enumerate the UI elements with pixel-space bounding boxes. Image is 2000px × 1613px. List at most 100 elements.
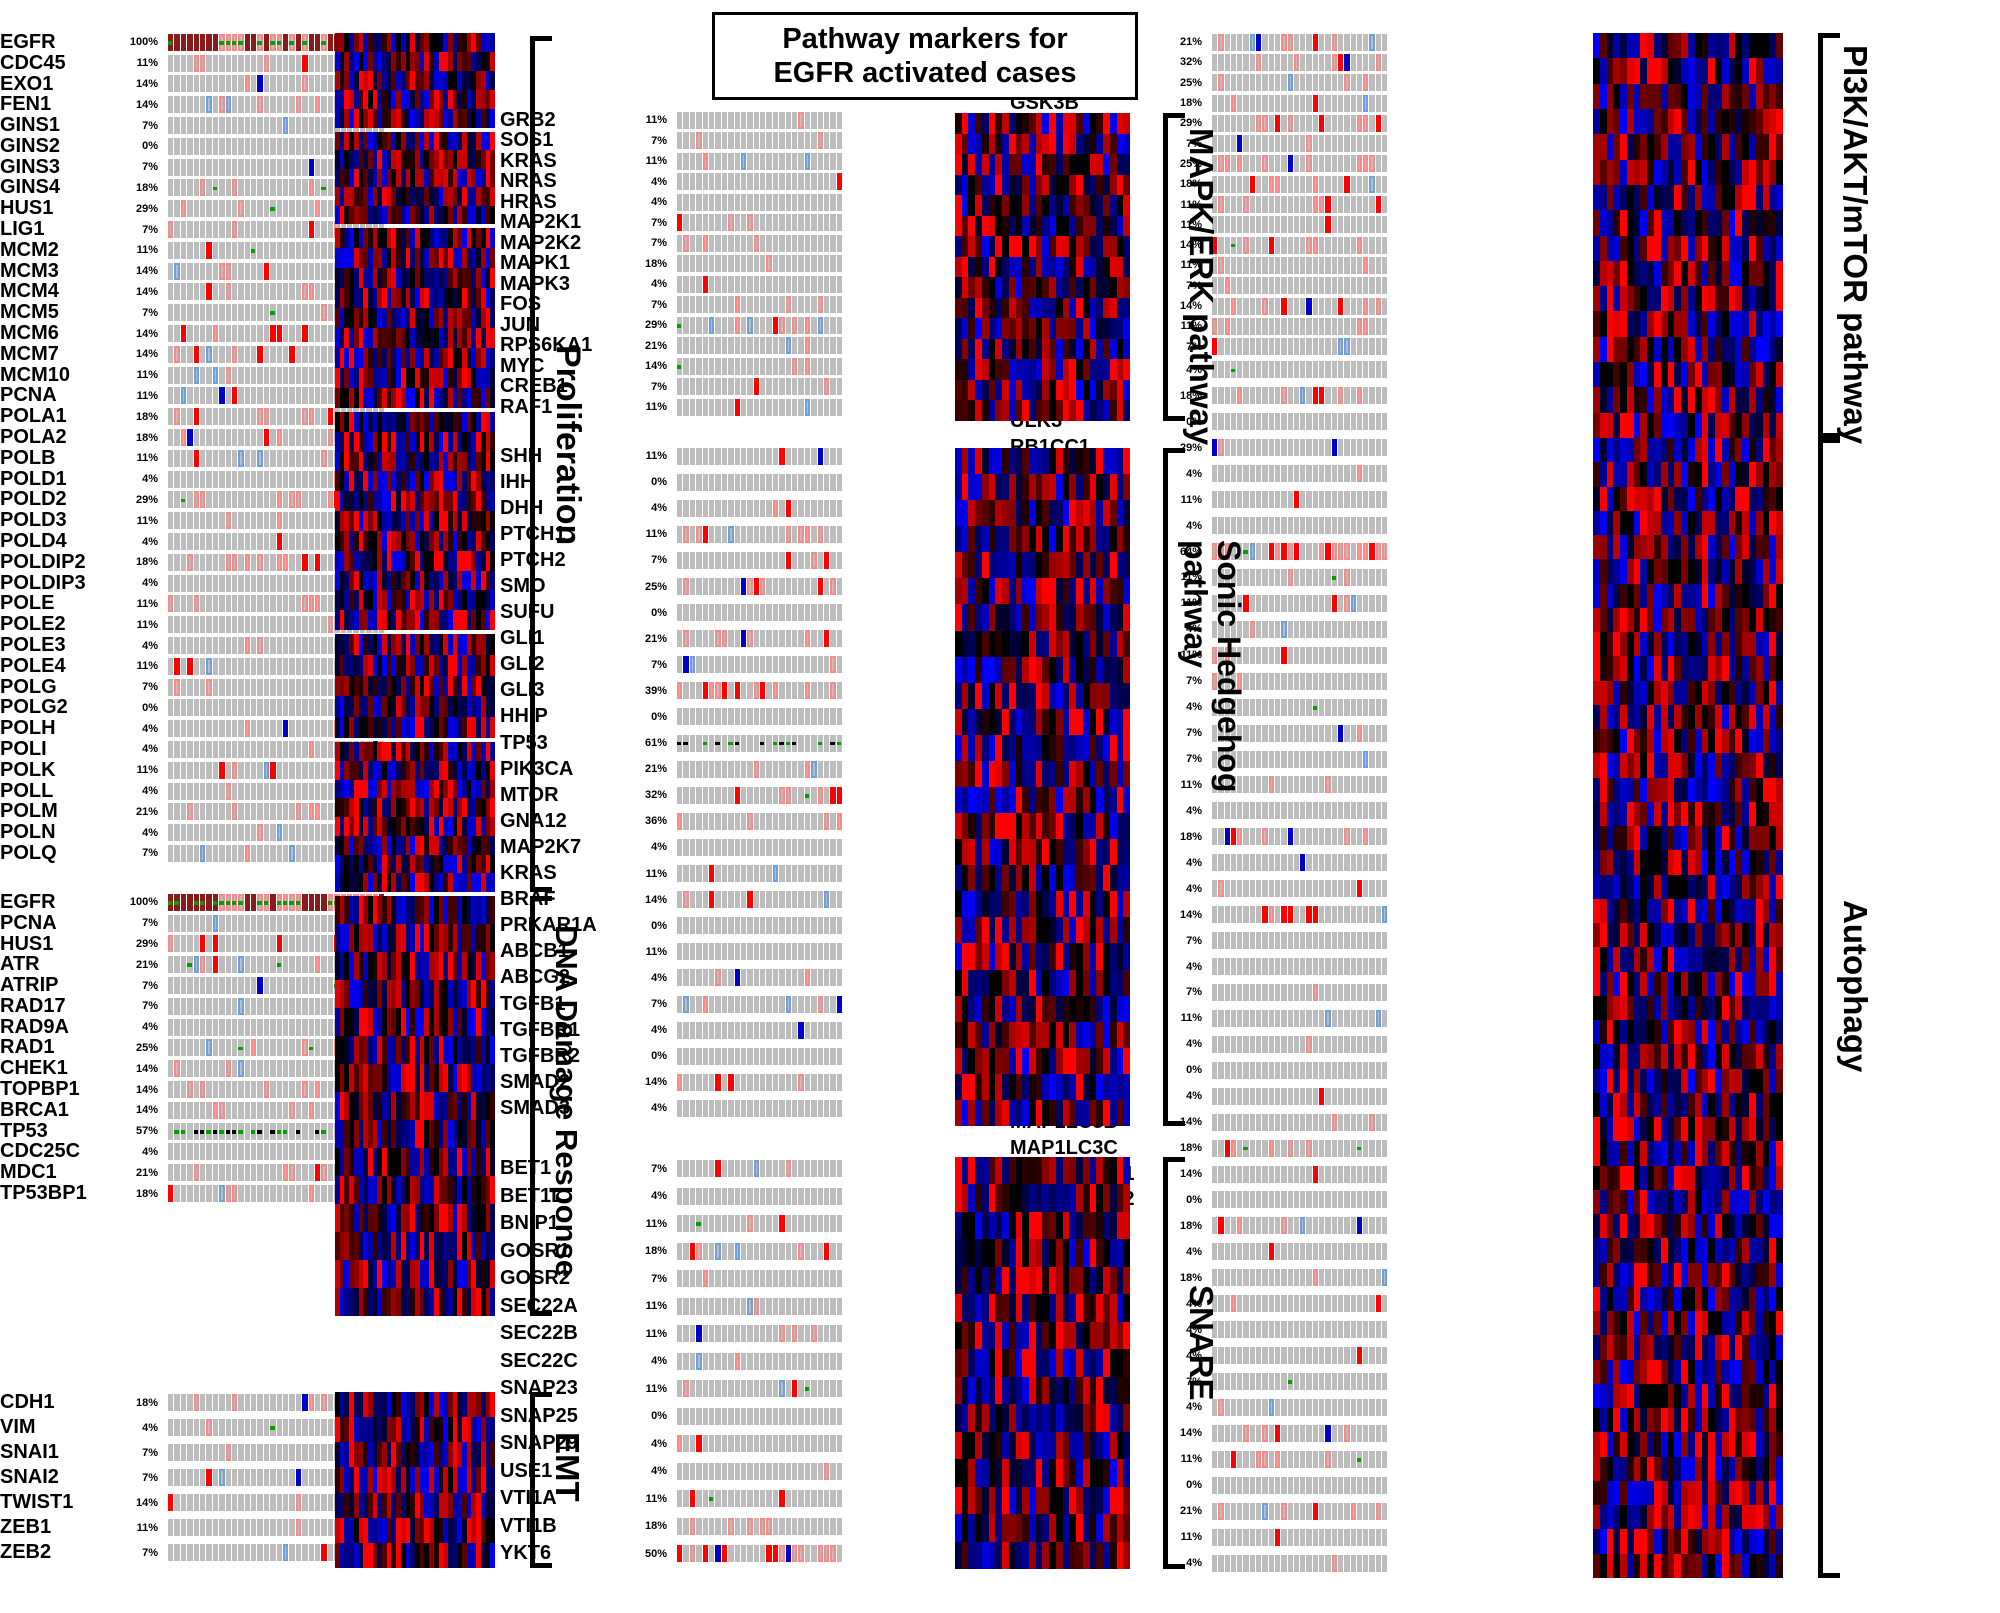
oncoprint-cell [206,893,212,911]
oncoprint-cell [244,1081,251,1099]
oncoprint-cell [308,844,314,862]
oncoprint-cell [193,1494,199,1511]
oncoprint-cell [212,429,219,447]
oncoprint-cell [708,152,715,170]
oncoprint-cell [225,429,231,447]
oncoprint-cell [257,1018,263,1036]
oncoprint-cell [302,241,308,259]
oncoprint-cell [721,969,728,987]
oncoprint-cell [302,179,308,197]
oncoprint-cell [740,708,747,726]
oncoprint-cell [689,316,696,334]
oncoprint-cell [760,1517,766,1535]
oncoprint-cell [1212,620,1218,638]
oncoprint-cell [219,720,225,738]
oncoprint-cell [270,304,276,322]
oncoprint-cell [1331,216,1337,234]
oncoprint-cell [1249,361,1256,379]
oncoprint-cell [289,117,295,135]
oncoprint-cell [321,1185,327,1203]
oncoprint-cell [199,1544,206,1561]
oncoprint-cell [779,1215,785,1233]
oncoprint-cell [823,398,830,416]
oncoprint-cell [715,111,721,129]
oncoprint-cell [206,512,212,530]
oncoprint-cell [696,1325,702,1343]
oncoprint-cell [830,473,836,491]
oncoprint-cell [689,1021,696,1039]
oncoprint-cell [193,1143,199,1161]
oncoprint-cell [314,1101,321,1119]
oncoprint-cell [677,296,683,314]
oncoprint-cell [168,1018,174,1036]
oncoprint-cell [263,470,270,488]
oncoprint-cell [1262,196,1268,214]
oncoprint-cell [721,1462,728,1480]
oncoprint-cell [295,956,302,974]
oncoprint-cell [728,193,734,211]
oncoprint-cell [302,1101,308,1119]
oncoprint-cell [193,241,199,259]
oncoprint-cell [715,357,721,375]
oncoprint-cell [225,241,231,259]
oncoprint-cell [1363,413,1369,431]
oncoprint-cell [830,1242,836,1260]
oncoprint-cell [321,158,327,176]
oncoprint-cell [766,255,772,273]
oncoprint-cell [734,838,740,856]
oncoprint-cell [225,977,231,995]
gene-row: POLD4 4% [0,530,385,552]
oncoprint-cell [1300,33,1306,51]
oncoprint-cell [257,241,263,259]
oncoprint-cell [327,1143,334,1161]
oncoprint-cell [728,1380,734,1398]
oncoprint-cell [206,997,212,1015]
oncoprint-cell [231,574,238,592]
oncoprint-cell [734,682,740,700]
oncoprint-cell [308,1419,314,1436]
oncoprint-cell [327,304,334,322]
oncoprint-cell [1369,439,1375,457]
oncoprint-track [677,917,843,935]
oncoprint-cell [1218,256,1224,274]
oncoprint-cell [1300,53,1306,71]
oncoprint-cell [702,193,708,211]
oncoprint-cell [772,337,779,355]
oncoprint-cell [1363,94,1369,112]
oncoprint-cell [740,630,747,648]
oncoprint-cell [225,449,231,467]
oncoprint-cell [689,604,696,622]
oncoprint-cell [212,345,219,363]
oncoprint-cell [263,720,270,738]
oncoprint-cell [792,1073,798,1091]
oncoprint-cell [1274,196,1281,214]
oncoprint-cell [804,1407,811,1425]
oncoprint-cell [696,316,702,334]
oncoprint-cell [804,1242,811,1260]
oncoprint-cell [792,111,798,129]
oncoprint-cell [1287,646,1293,664]
oncoprint-cell [276,997,283,1015]
oncoprint-cell [830,604,836,622]
oncoprint-cell [276,158,283,176]
oncoprint-cell [1319,568,1325,586]
oncoprint-cell [187,595,193,613]
oncoprint-cell [238,574,244,592]
oncoprint-cell [263,1444,270,1461]
oncoprint-cell [1281,646,1287,664]
oncoprint-cell [836,891,843,909]
oncoprint-cell [168,491,174,509]
oncoprint-cell [1274,672,1281,690]
oncoprint-cell [785,255,792,273]
oncoprint-cell [1224,196,1230,214]
oncoprint-cell [187,1185,193,1203]
oncoprint-cell [689,1325,696,1343]
oncoprint-cell [321,200,327,218]
oncoprint-cell [257,761,263,779]
oncoprint-cell [740,1047,747,1065]
oncoprint-cell [168,158,174,176]
oncoprint-cell [830,1380,836,1398]
oncoprint-cell [283,117,289,135]
oncoprint-cell [168,761,174,779]
